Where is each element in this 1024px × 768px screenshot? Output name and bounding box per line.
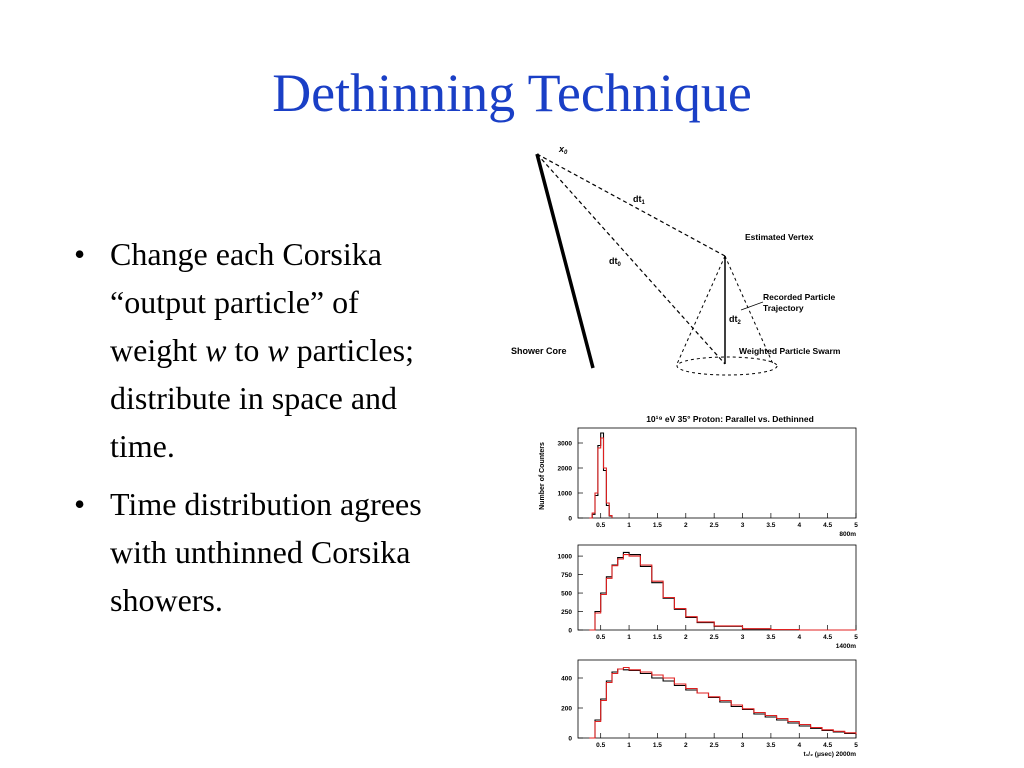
trajectory-label: Trajectory xyxy=(763,303,804,313)
x-tick-label: 5 xyxy=(854,742,858,749)
y-tick-label: 0 xyxy=(568,736,572,743)
x-tick-label: 1 xyxy=(627,522,631,529)
dt0-path xyxy=(536,153,726,365)
svg-text:dt1: dt1 xyxy=(633,194,646,206)
svg-text:dt0: dt0 xyxy=(609,256,622,268)
svg-text:x0: x0 xyxy=(558,144,568,156)
y-axis-label: Number of Counters xyxy=(539,442,546,510)
chart-title: 10¹⁹ eV 35° Proton: Parallel vs. Dethinn… xyxy=(646,414,814,424)
x-tick-label: 2.5 xyxy=(710,522,719,529)
weighted-swarm-label: Weighted Particle Swarm xyxy=(739,346,841,356)
dt2-sub: 2 xyxy=(738,320,742,326)
y-tick-label: 400 xyxy=(561,676,572,683)
series-dethinned xyxy=(589,666,857,739)
series-dethinned xyxy=(589,554,856,631)
y-tick-label: 1000 xyxy=(558,554,573,561)
cone-right xyxy=(724,255,774,365)
x-tick-label: 4 xyxy=(797,634,801,641)
dt1-sub: 1 xyxy=(642,200,646,206)
x-tick-label: 1 xyxy=(627,742,631,749)
x-tick-label: 2 xyxy=(684,634,688,641)
x-tick-label: 4.5 xyxy=(823,742,832,749)
bullet-item: • Change each Corsika “output particle” … xyxy=(70,230,430,470)
x-tick-label: 0.5 xyxy=(596,742,605,749)
y-tick-label: 0 xyxy=(568,516,572,523)
x-tick-label: 0.5 xyxy=(596,522,605,529)
x-tick-label: 3.5 xyxy=(766,742,775,749)
x-tick-label: 4 xyxy=(797,742,801,749)
distance-label: 1400m xyxy=(836,643,856,650)
x-tick-label: 5 xyxy=(854,522,858,529)
panel-frame xyxy=(577,544,857,631)
x-tick-label: 2 xyxy=(684,742,688,749)
bullet-text: Time distribution agrees with unthinned … xyxy=(110,486,422,618)
y-tick-label: 2000 xyxy=(558,466,573,473)
y-tick-label: 500 xyxy=(561,591,572,598)
x-tick-label: 3 xyxy=(741,742,745,749)
slide-title: Dethinning Technique xyxy=(272,63,752,123)
y-tick-label: 200 xyxy=(561,706,572,713)
dt2-label: dt xyxy=(729,314,738,324)
y-tick-label: 250 xyxy=(561,609,572,616)
series-dethinned xyxy=(589,437,613,519)
dt1-label: dt xyxy=(633,194,642,204)
x-tick-label: 2.5 xyxy=(710,634,719,641)
bullet-dot: • xyxy=(74,486,86,522)
swarm-ellipse xyxy=(676,356,778,376)
shower-core-line xyxy=(535,153,595,369)
distance-label: 800m xyxy=(839,531,856,538)
bullet-list: • Change each Corsika “output particle” … xyxy=(70,230,430,634)
x0-sub: 0 xyxy=(564,150,568,156)
x-tick-label: 3 xyxy=(741,522,745,529)
x-tick-label: 0.5 xyxy=(596,634,605,641)
y-tick-label: 750 xyxy=(561,572,572,579)
x-tick-label: 4.5 xyxy=(823,522,832,529)
x-tick-label: 1.5 xyxy=(653,634,662,641)
dt1-path xyxy=(536,153,726,257)
dethinning-diagram: x0 dt1 dt0 dt2 Estimated Vertex Recorded… xyxy=(511,144,841,376)
bullet-text: Change each Corsika “output particle” of… xyxy=(110,236,414,464)
distance-label: t₁/₂ (μsec) 2000m xyxy=(803,751,856,758)
recorded-particle-label: Recorded Particle xyxy=(763,292,836,302)
x-tick-label: 3 xyxy=(741,634,745,641)
estimated-vertex-label: Estimated Vertex xyxy=(745,232,814,242)
x-tick-label: 1.5 xyxy=(653,742,662,749)
dt0-sub: 0 xyxy=(618,262,622,268)
x-tick-label: 2.5 xyxy=(710,742,719,749)
panel-frame xyxy=(577,659,857,739)
series-parallel xyxy=(589,551,856,631)
svg-text:dt2: dt2 xyxy=(729,314,742,326)
x-tick-label: 1 xyxy=(627,634,631,641)
dt0-label: dt xyxy=(609,256,618,266)
bullet-dot: • xyxy=(74,236,86,272)
y-tick-label: 1000 xyxy=(558,491,573,498)
x-tick-label: 5 xyxy=(854,634,858,641)
x0-label: x xyxy=(558,144,565,154)
x-tick-label: 4.5 xyxy=(823,634,832,641)
x-tick-label: 2 xyxy=(684,522,688,529)
panel-frame xyxy=(577,427,857,519)
cone-left xyxy=(676,255,726,365)
x-tick-label: 3.5 xyxy=(766,522,775,529)
bullet-item: • Time distribution agrees with unthinne… xyxy=(70,480,430,624)
y-tick-label: 3000 xyxy=(558,441,573,448)
time-distribution-chart: 10¹⁹ eV 35° Proton: Parallel vs. Dethinn… xyxy=(539,414,858,758)
x-tick-label: 4 xyxy=(797,522,801,529)
x-tick-label: 3.5 xyxy=(766,634,775,641)
x-tick-label: 1.5 xyxy=(653,522,662,529)
y-tick-label: 0 xyxy=(568,628,572,635)
shower-core-label: Shower Core xyxy=(511,346,567,356)
recorded-pointer xyxy=(740,301,764,311)
